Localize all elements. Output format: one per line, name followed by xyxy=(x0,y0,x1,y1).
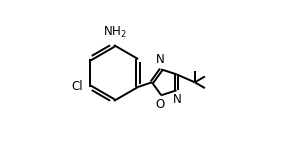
Text: Cl: Cl xyxy=(72,80,83,93)
Text: N: N xyxy=(156,53,165,66)
Text: N: N xyxy=(173,93,182,106)
Text: O: O xyxy=(155,98,164,111)
Text: NH$_2$: NH$_2$ xyxy=(103,25,127,40)
